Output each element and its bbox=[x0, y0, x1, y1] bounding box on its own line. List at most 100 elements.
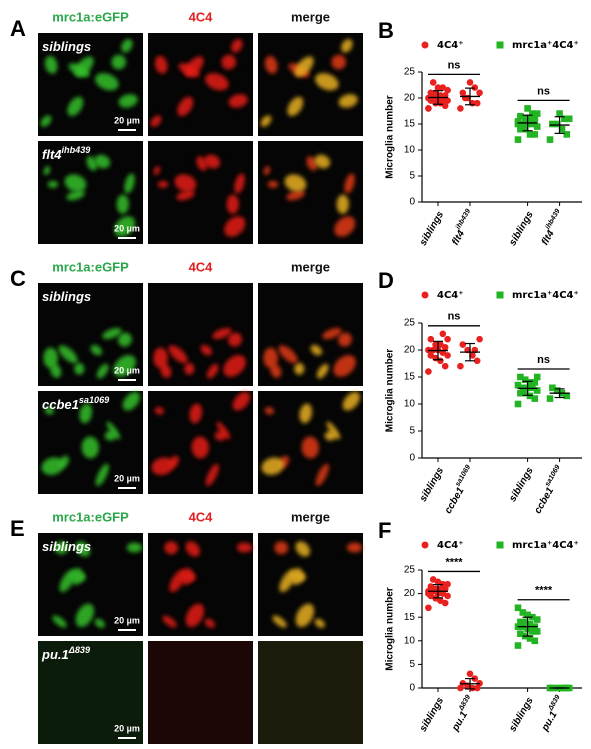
data-point bbox=[425, 105, 432, 112]
cell bbox=[176, 190, 195, 201]
legend-label: 4C4⁺ bbox=[437, 540, 464, 551]
x-tick-label-main: pu.1 bbox=[539, 709, 560, 734]
legend-marker bbox=[421, 541, 429, 549]
legend-marker bbox=[496, 41, 504, 49]
cell bbox=[294, 362, 305, 375]
data-point bbox=[439, 330, 447, 338]
row-label: siblings bbox=[42, 539, 91, 554]
cell bbox=[185, 603, 205, 628]
data-point bbox=[425, 368, 432, 375]
data-point bbox=[563, 131, 571, 138]
cell bbox=[164, 541, 179, 555]
cell bbox=[284, 174, 307, 192]
legend-label: 4C4⁺ bbox=[437, 40, 464, 51]
data-point bbox=[524, 611, 531, 619]
x-tick-label: siblings bbox=[417, 695, 446, 734]
cell bbox=[118, 332, 132, 347]
x-tick-label-main: ccbe1 bbox=[442, 485, 466, 515]
y-tick-label: 20 bbox=[404, 588, 416, 599]
cell bbox=[124, 173, 135, 194]
cell bbox=[44, 55, 58, 74]
x-tick-label: pu.1Δ839 bbox=[447, 694, 478, 734]
y-tick-label: 0 bbox=[409, 197, 415, 208]
cell bbox=[121, 38, 133, 53]
data-point bbox=[517, 389, 524, 397]
data-point bbox=[427, 583, 435, 590]
x-tick-label: ccbe1sa1069 bbox=[440, 464, 478, 516]
cell bbox=[116, 194, 129, 214]
x-tick-label: siblings bbox=[417, 209, 446, 248]
row-label-main: pu.1 bbox=[41, 647, 69, 662]
cell bbox=[286, 190, 305, 201]
row-label: ccbe1sa1069 bbox=[42, 395, 110, 412]
y-tick-label: 5 bbox=[409, 426, 415, 437]
y-tick-label: 20 bbox=[404, 93, 416, 104]
scale-label: 20 µm bbox=[114, 473, 140, 483]
row-label: siblings bbox=[42, 289, 91, 304]
column-header: merge bbox=[291, 509, 330, 524]
y-tick-label: 15 bbox=[404, 612, 416, 623]
cell bbox=[204, 618, 215, 628]
cell bbox=[185, 541, 201, 557]
cell bbox=[331, 54, 346, 70]
data-point bbox=[429, 79, 437, 86]
row-label-sup: Δ839 bbox=[68, 645, 91, 655]
cell bbox=[334, 216, 356, 237]
legend-label: 4C4⁺ bbox=[437, 290, 464, 301]
cell bbox=[52, 615, 67, 628]
data-point bbox=[514, 120, 522, 128]
cell bbox=[295, 603, 315, 628]
data-point bbox=[429, 576, 437, 583]
row-label-main: siblings bbox=[42, 539, 91, 554]
data-point bbox=[533, 123, 541, 130]
x-tick-label: flt4ihb439 bbox=[447, 208, 478, 247]
data-point bbox=[441, 344, 449, 351]
column-header: merge bbox=[291, 9, 330, 24]
cell bbox=[205, 463, 219, 487]
cell bbox=[270, 364, 282, 378]
column-header: mrc1a:eGFP bbox=[52, 509, 129, 524]
x-tick-label-sup: sa1069 bbox=[454, 464, 472, 488]
data-point bbox=[521, 115, 529, 123]
cell bbox=[231, 38, 243, 53]
panel-letter: E bbox=[10, 516, 25, 541]
cell bbox=[102, 328, 122, 340]
cell bbox=[274, 541, 289, 555]
cell bbox=[204, 154, 221, 169]
data-point bbox=[521, 389, 529, 397]
x-tick-label-main: ccbe1 bbox=[532, 485, 556, 515]
data-point bbox=[457, 362, 464, 370]
cell bbox=[228, 332, 242, 347]
data-point bbox=[466, 79, 474, 86]
data-point bbox=[546, 395, 554, 402]
data-point bbox=[514, 604, 522, 612]
data-point bbox=[441, 97, 449, 104]
data-point bbox=[531, 395, 539, 402]
panel-letter: F bbox=[378, 518, 391, 543]
cell bbox=[184, 362, 195, 375]
data-point bbox=[427, 335, 435, 343]
data-point bbox=[531, 115, 539, 123]
column-header: mrc1a:eGFP bbox=[52, 259, 129, 274]
row-label-main: ccbe1 bbox=[42, 397, 79, 412]
row-label: siblings bbox=[42, 39, 91, 54]
data-point bbox=[434, 84, 442, 91]
cell bbox=[234, 173, 245, 194]
cell bbox=[50, 364, 62, 378]
cell bbox=[54, 541, 69, 555]
data-point bbox=[517, 630, 524, 638]
cell bbox=[113, 355, 136, 377]
significance-label: ns bbox=[448, 59, 461, 71]
cell bbox=[299, 403, 313, 424]
y-tick-label: 10 bbox=[404, 635, 416, 646]
data-point bbox=[466, 670, 474, 678]
legend-marker bbox=[421, 291, 429, 299]
x-tick-label: flt4ihb439 bbox=[537, 208, 568, 247]
cell bbox=[81, 436, 99, 459]
cell bbox=[153, 166, 161, 176]
legend-marker bbox=[496, 291, 504, 299]
x-tick-label-sup: ihb439 bbox=[544, 208, 561, 231]
cell bbox=[64, 174, 87, 192]
x-tick-label-main: siblings bbox=[507, 465, 536, 504]
